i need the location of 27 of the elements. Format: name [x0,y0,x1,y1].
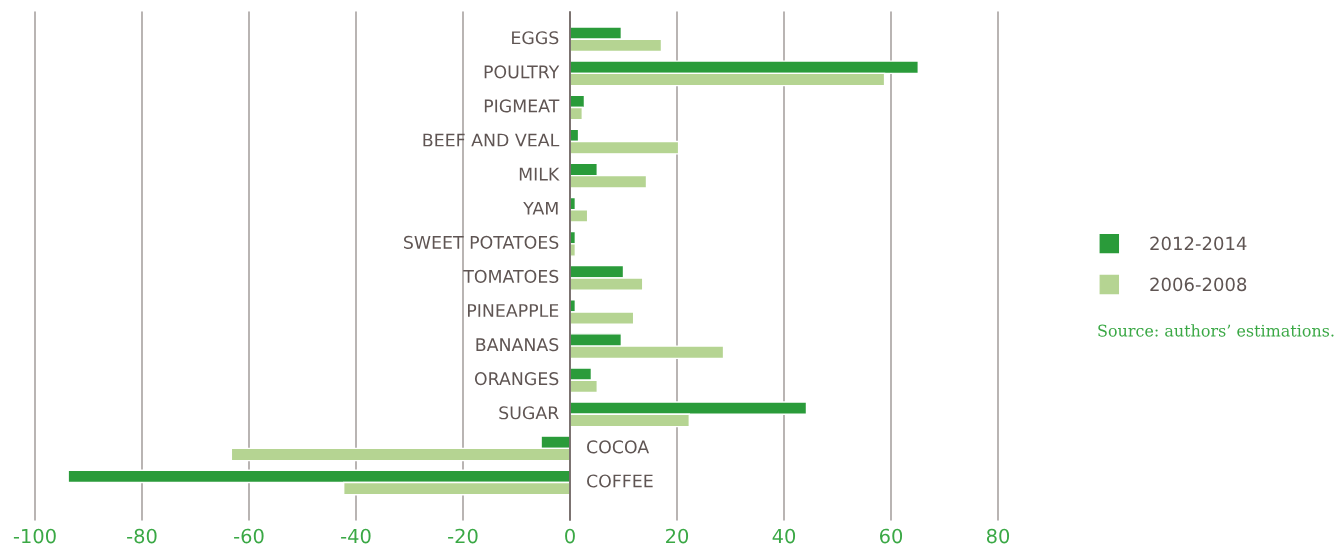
y-tick-label: MILK [519,167,560,181]
x-tick-label: 0 [565,528,575,544]
legend-label: 2006-2008 [1150,277,1247,292]
y-tick-label: YAM [523,201,558,215]
x-tick-label: 40 [772,528,796,544]
y-tick-label: SWEET POTATOES [404,235,559,249]
x-tick-label: -100 [13,528,56,544]
x-tick-label: -80 [127,528,157,544]
y-tick-label: BEEF AND VEAL [423,133,560,147]
y-tick-label: POULTRY [484,65,560,79]
y-tick-label: BANANAS [476,338,559,352]
legend-label: 2012-2014 [1150,236,1247,251]
y-tick-label: TOMATOES [463,269,559,283]
x-tick-label: -60 [234,528,264,544]
source-note: Source: authors’ estimations. [1098,324,1334,337]
x-tick-label: 20 [666,528,689,544]
y-tick-label: ORANGES [474,372,559,386]
y-tick-label: COFFEE [587,474,653,488]
y-tick-label: SUGAR [499,406,559,420]
y-tick-label: COCOA [587,440,650,454]
y-tick-label: EGGS [512,31,559,45]
x-tick-label: 60 [879,528,903,544]
y-tick-label: PINEAPPLE [468,304,559,317]
x-tick-label: 80 [986,528,1010,544]
x-tick-label: -40 [341,528,371,544]
x-tick-label: -20 [448,528,478,544]
y-tick-label: PIGMEAT [484,99,560,113]
